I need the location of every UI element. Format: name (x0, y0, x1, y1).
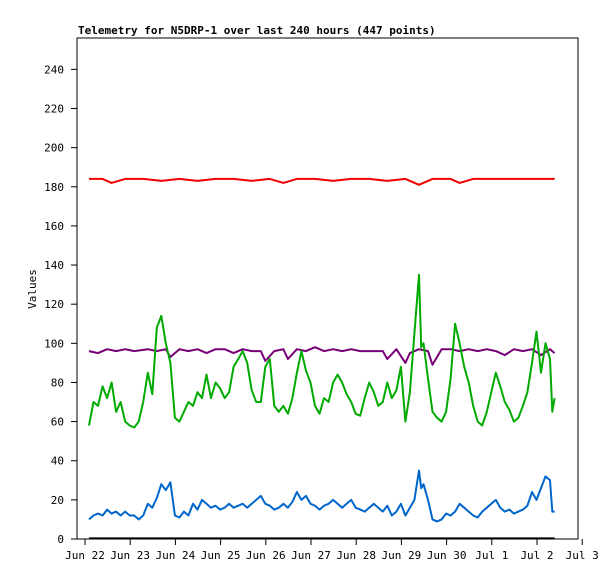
y-tick-label: 140 (44, 259, 64, 272)
x-tick-label: Jul 3 (566, 549, 599, 562)
y-axis-ticks: 0 20 40 60 80 100 120 140 160 180 200 220 240 (44, 63, 77, 546)
x-axis-ticks: Jun 22 Jun 23 Jun 24 Jun 25 Jun 26 Jun 27 Jun … (65, 539, 599, 562)
x-tick-label: Jun 23 (110, 549, 150, 562)
y-tick-label: 220 (44, 102, 64, 115)
y-tick-label: 160 (44, 220, 64, 233)
y-tick-label: 200 (44, 142, 64, 155)
y-tick-label: 120 (44, 298, 64, 311)
series-line-3 (88, 469, 555, 523)
x-tick-label: Jul 2 (520, 549, 553, 562)
y-tick-label: 180 (44, 181, 64, 194)
y-tick-label: 240 (44, 63, 64, 76)
x-tick-label: Jun 28 (336, 549, 376, 562)
y-tick-label: 0 (57, 533, 64, 546)
chart-title: Telemetry for N5DRP-1 over last 240 hour… (78, 24, 436, 37)
x-tick-label: Jun 25 (201, 549, 241, 562)
series-line-1 (88, 346, 556, 366)
y-tick-label: 80 (51, 376, 64, 389)
series-line-2 (88, 273, 556, 429)
series-layer (88, 177, 556, 540)
x-tick-label: Jun 27 (291, 549, 331, 562)
x-tick-label: Jun 22 (65, 549, 105, 562)
x-tick-label: Jun 29 (382, 549, 422, 562)
y-tick-label: 60 (51, 416, 64, 429)
x-tick-label: Jun 24 (156, 549, 196, 562)
y-tick-label: 100 (44, 337, 64, 350)
y-axis-label: Values (26, 269, 39, 309)
x-tick-label: Jul 1 (475, 549, 508, 562)
x-tick-label: Jun 30 (427, 549, 467, 562)
series-line-0 (89, 177, 555, 186)
plot-area-frame (76, 37, 579, 540)
y-tick-label: 40 (51, 455, 64, 468)
x-tick-label: Jun 26 (246, 549, 286, 562)
y-tick-label: 20 (51, 494, 64, 507)
